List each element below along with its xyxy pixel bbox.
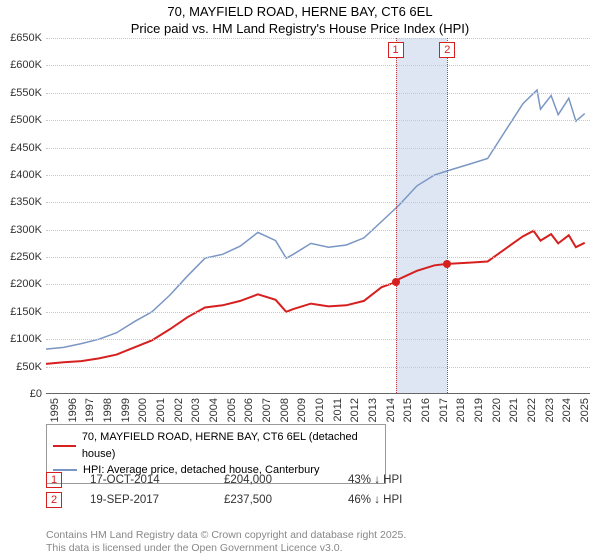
plot-area: 12 xyxy=(46,38,590,394)
tx-date: 17-OCT-2014 xyxy=(90,474,220,486)
y-axis-label: £150K xyxy=(0,306,42,318)
series-hpi xyxy=(46,90,585,349)
x-axis-label: 2014 xyxy=(385,398,397,438)
gridline xyxy=(46,312,590,313)
y-axis-label: £50K xyxy=(0,361,42,373)
marker-box: 1 xyxy=(388,42,404,58)
legend-item-property: 70, MAYFIELD ROAD, HERNE BAY, CT6 6EL (d… xyxy=(53,429,379,462)
tx-price: £204,000 xyxy=(224,474,344,486)
tx-price: £237,500 xyxy=(224,494,344,506)
y-axis-label: £650K xyxy=(0,32,42,44)
y-axis-label: £200K xyxy=(0,278,42,290)
copyright-line: Contains HM Land Registry data © Crown c… xyxy=(46,529,406,543)
legend-label: 70, MAYFIELD ROAD, HERNE BAY, CT6 6EL (d… xyxy=(82,429,379,462)
series-property xyxy=(46,231,585,364)
tx-marker-box: 2 xyxy=(46,492,62,508)
y-axis-label: £550K xyxy=(0,87,42,99)
gridline xyxy=(46,93,590,94)
transaction-table: 1 17-OCT-2014 £204,000 43% ↓ HPI 2 19-SE… xyxy=(46,470,590,510)
x-axis-label: 2022 xyxy=(526,398,538,438)
x-axis-label: 2020 xyxy=(491,398,503,438)
x-axis-label: 2016 xyxy=(420,398,432,438)
gridline xyxy=(46,257,590,258)
copyright: Contains HM Land Registry data © Crown c… xyxy=(46,529,406,556)
x-axis-label: 2024 xyxy=(561,398,573,438)
x-axis-label: 2018 xyxy=(455,398,467,438)
legend-swatch xyxy=(53,445,76,447)
y-axis-label: £250K xyxy=(0,251,42,263)
marker-line xyxy=(447,38,448,393)
tx-hpi: 46% ↓ HPI xyxy=(348,494,488,506)
chart: 12 £0£50K£100K£150K£200K£250K£300K£350K£… xyxy=(0,38,600,420)
gridline xyxy=(46,284,590,285)
marker-box: 2 xyxy=(439,42,455,58)
gridline xyxy=(46,367,590,368)
x-axis-label: 2015 xyxy=(402,398,414,438)
x-axis-label: 2021 xyxy=(508,398,520,438)
y-axis-label: £300K xyxy=(0,224,42,236)
chart-container: 70, MAYFIELD ROAD, HERNE BAY, CT6 6EL Pr… xyxy=(0,0,600,560)
tx-hpi: 43% ↓ HPI xyxy=(348,474,488,486)
title-block: 70, MAYFIELD ROAD, HERNE BAY, CT6 6EL Pr… xyxy=(0,0,600,38)
y-axis-label: £500K xyxy=(0,114,42,126)
x-axis-label: 2017 xyxy=(438,398,450,438)
table-row: 2 19-SEP-2017 £237,500 46% ↓ HPI xyxy=(46,490,590,510)
y-axis-label: £0 xyxy=(0,388,42,400)
y-axis-label: £450K xyxy=(0,142,42,154)
copyright-line: This data is licensed under the Open Gov… xyxy=(46,542,406,556)
y-axis-label: £100K xyxy=(0,333,42,345)
table-row: 1 17-OCT-2014 £204,000 43% ↓ HPI xyxy=(46,470,590,490)
title-line-2: Price paid vs. HM Land Registry's House … xyxy=(0,21,600,38)
y-axis-label: £400K xyxy=(0,169,42,181)
x-axis-label: 2019 xyxy=(473,398,485,438)
gridline xyxy=(46,175,590,176)
gridline xyxy=(46,202,590,203)
gridline xyxy=(46,230,590,231)
y-axis-label: £350K xyxy=(0,196,42,208)
marker-dot xyxy=(392,278,400,286)
marker-dot xyxy=(443,260,451,268)
y-axis-label: £600K xyxy=(0,59,42,71)
x-axis-label: 2025 xyxy=(579,398,591,438)
marker-line xyxy=(396,38,397,393)
gridline xyxy=(46,38,590,39)
tx-date: 19-SEP-2017 xyxy=(90,494,220,506)
gridline xyxy=(46,339,590,340)
gridline xyxy=(46,65,590,66)
tx-marker-box: 1 xyxy=(46,472,62,488)
gridline xyxy=(46,120,590,121)
title-line-1: 70, MAYFIELD ROAD, HERNE BAY, CT6 6EL xyxy=(0,4,600,21)
gridline xyxy=(46,148,590,149)
x-axis-label: 2023 xyxy=(544,398,556,438)
